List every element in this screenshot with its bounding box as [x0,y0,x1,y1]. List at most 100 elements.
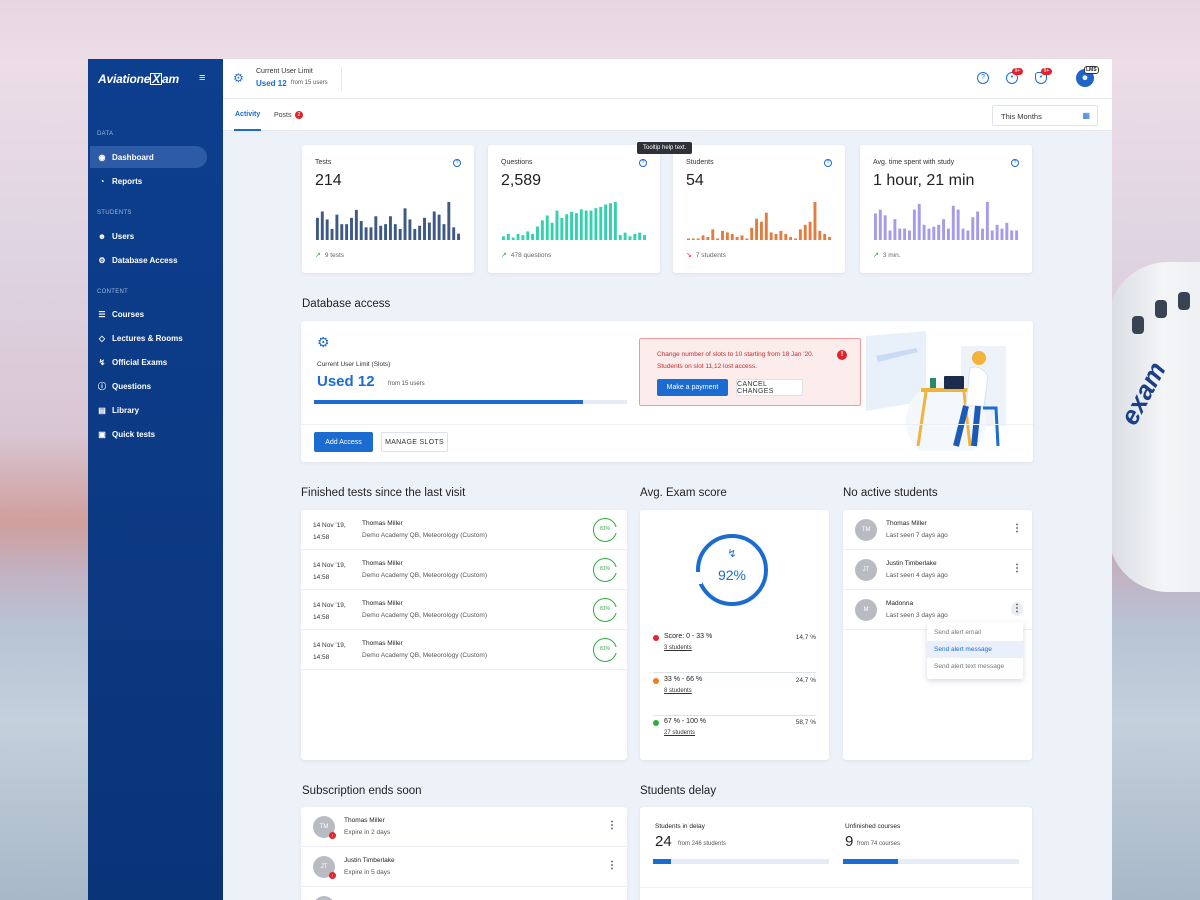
sidebar-item-courses[interactable]: ☰ Courses [90,303,207,325]
spark-bar [818,230,822,240]
list-item[interactable]: JT Justin Timberlake Last seen 4 days ag… [843,550,1032,590]
spark-bar [794,238,797,240]
spark-bar [628,236,632,240]
score-range-students-link[interactable]: 3 students [664,645,692,651]
list-item[interactable]: 14 Nov '19, 14:58 Thomas Miller Demo Acad… [301,550,627,590]
spark-bar [452,227,456,240]
slots-progress-fill [314,400,584,404]
list-item[interactable]: JT! Justin Timberlake Expire in 5 days ⋮ [301,847,627,887]
spark-bar [643,235,647,240]
spark-bar [745,238,749,240]
menu-collapse-icon[interactable]: ≡ [199,72,206,84]
spark-bar [432,211,436,240]
add-access-button[interactable]: Add Access [314,432,373,452]
menu-item-send-alert-text-message[interactable]: Send alert text message [934,663,1005,670]
test-date-time: 14:58 [313,614,330,621]
more-options-icon[interactable]: ⋮ [607,860,617,871]
sidebar-item-official-exams[interactable]: ↯ Official Exams [90,351,207,373]
stat-value: 214 [315,172,342,189]
score-range-value: 24,7 % [795,677,816,684]
spark-bar [320,211,324,240]
score-ring: 81% [593,598,618,622]
more-options-icon[interactable]: ⋮ [607,820,617,831]
tab-posts[interactable]: Posts 2 [274,111,304,119]
spark-bar [784,233,788,240]
sidebar-item-database-access[interactable]: ⚙ Database Access [90,249,207,271]
period-select[interactable]: This Months ▦ [992,105,1098,126]
more-options-icon[interactable]: ⋮ [1011,602,1023,616]
menu-item-send-alert-email[interactable]: Send alert email [934,629,981,636]
stat-card-tests: Tests ? 214 ↗ 9 tests [302,145,474,273]
spark-bar [808,221,812,240]
help-icon[interactable]: ? [453,159,461,167]
student-name: Madonna [886,600,914,607]
sidebar-item-dashboard[interactable]: ◉ Dashboard [90,146,207,168]
spark-bar [379,225,383,240]
stat-trend: ↗ 9 tests [315,251,344,259]
spark-bar [932,226,936,240]
score-range-students-link[interactable]: 8 students [664,688,692,694]
spark-bar [740,235,744,240]
list-item[interactable]: TM! Thomas Miller Expire in 2 days ⋮ [301,807,627,847]
student-name: Thomas Miller [362,640,403,647]
cancel-changes-button[interactable]: Cancel changes [736,379,803,396]
spark-bar [609,203,612,240]
spark-bar [946,228,950,240]
score-range-students-link[interactable]: 27 students [664,730,696,736]
help-icon[interactable]: ? [639,159,647,167]
spark-bar [878,209,882,240]
spark-bar [769,232,773,240]
spark-bar [423,217,426,240]
help-icon[interactable]: ? [1011,159,1019,167]
spark-bar [403,208,407,240]
spark-bar [725,232,729,240]
list-icon: ☰ [98,309,106,319]
help-icon[interactable]: ? [824,159,832,167]
avatar: TM! [313,816,336,839]
spark-bar [526,231,530,240]
sidebar-item-label: Database Access [112,255,178,265]
list-item[interactable]: 14 Nov '19, 14:58 Thomas Miller Demo Acad… [301,630,627,670]
list-item[interactable]: 14 Nov '19, 14:58 Thomas Miller Demo Acad… [301,510,627,550]
sidebar-item-library[interactable]: ▤ Library [90,399,207,421]
sidebar-item-reports[interactable]: ◔ Reports [90,170,207,192]
sidebar-item-quick-tests[interactable]: ▣ Quick tests [90,423,207,445]
more-options-icon[interactable]: ⋮ [1012,523,1022,534]
sidebar-item-lectures-rooms[interactable]: ◇ Lectures & Rooms [90,327,207,349]
spark-bar [427,222,431,240]
manage-slots-button[interactable]: Manage Slots [381,432,448,452]
list-item[interactable]: 14 Nov '19, 14:58 Thomas Miller Demo Acad… [301,590,627,630]
spark-bar [531,233,535,240]
dashboard-icon: ◉ [98,152,106,162]
help-icon[interactable]: ? [977,72,989,84]
tab-activity[interactable]: Activity [235,111,261,118]
spark-bar [393,224,397,240]
spark-bar [966,230,970,240]
make-payment-button[interactable]: Make a payment [657,379,728,396]
spark-bar [813,202,817,240]
avatar: JT! [313,856,336,879]
spark-bar [888,230,892,240]
spark-bar [774,233,778,240]
avatar-initials: JT [320,864,328,870]
test-description: Demo Academy QB, Meteorology (Custom) [362,532,487,539]
sidebar-item-questions[interactable]: ⓘ Questions [90,375,207,397]
menu-item-send-alert-message[interactable]: Send alert message [927,641,1023,658]
spark-bar [374,216,378,240]
spark-bar [584,210,588,240]
spark-bar [1010,230,1014,240]
test-date-day: 14 Nov '19, [313,642,346,649]
more-options-icon[interactable]: ⋮ [1012,563,1022,574]
test-date-time: 14:58 [313,534,330,541]
spark-bar [457,233,461,240]
stat-sparkline [501,202,647,240]
spark-bar [545,215,549,240]
score-range-value: 14,7 % [795,634,816,641]
list-item[interactable]: TM Thomas Miller Last seen 7 days ago ⋮ [843,510,1032,550]
spark-bar [985,202,989,240]
sidebar-item-label: Questions [112,381,152,391]
sidebar-item-users[interactable]: ☻ Users [90,225,207,247]
